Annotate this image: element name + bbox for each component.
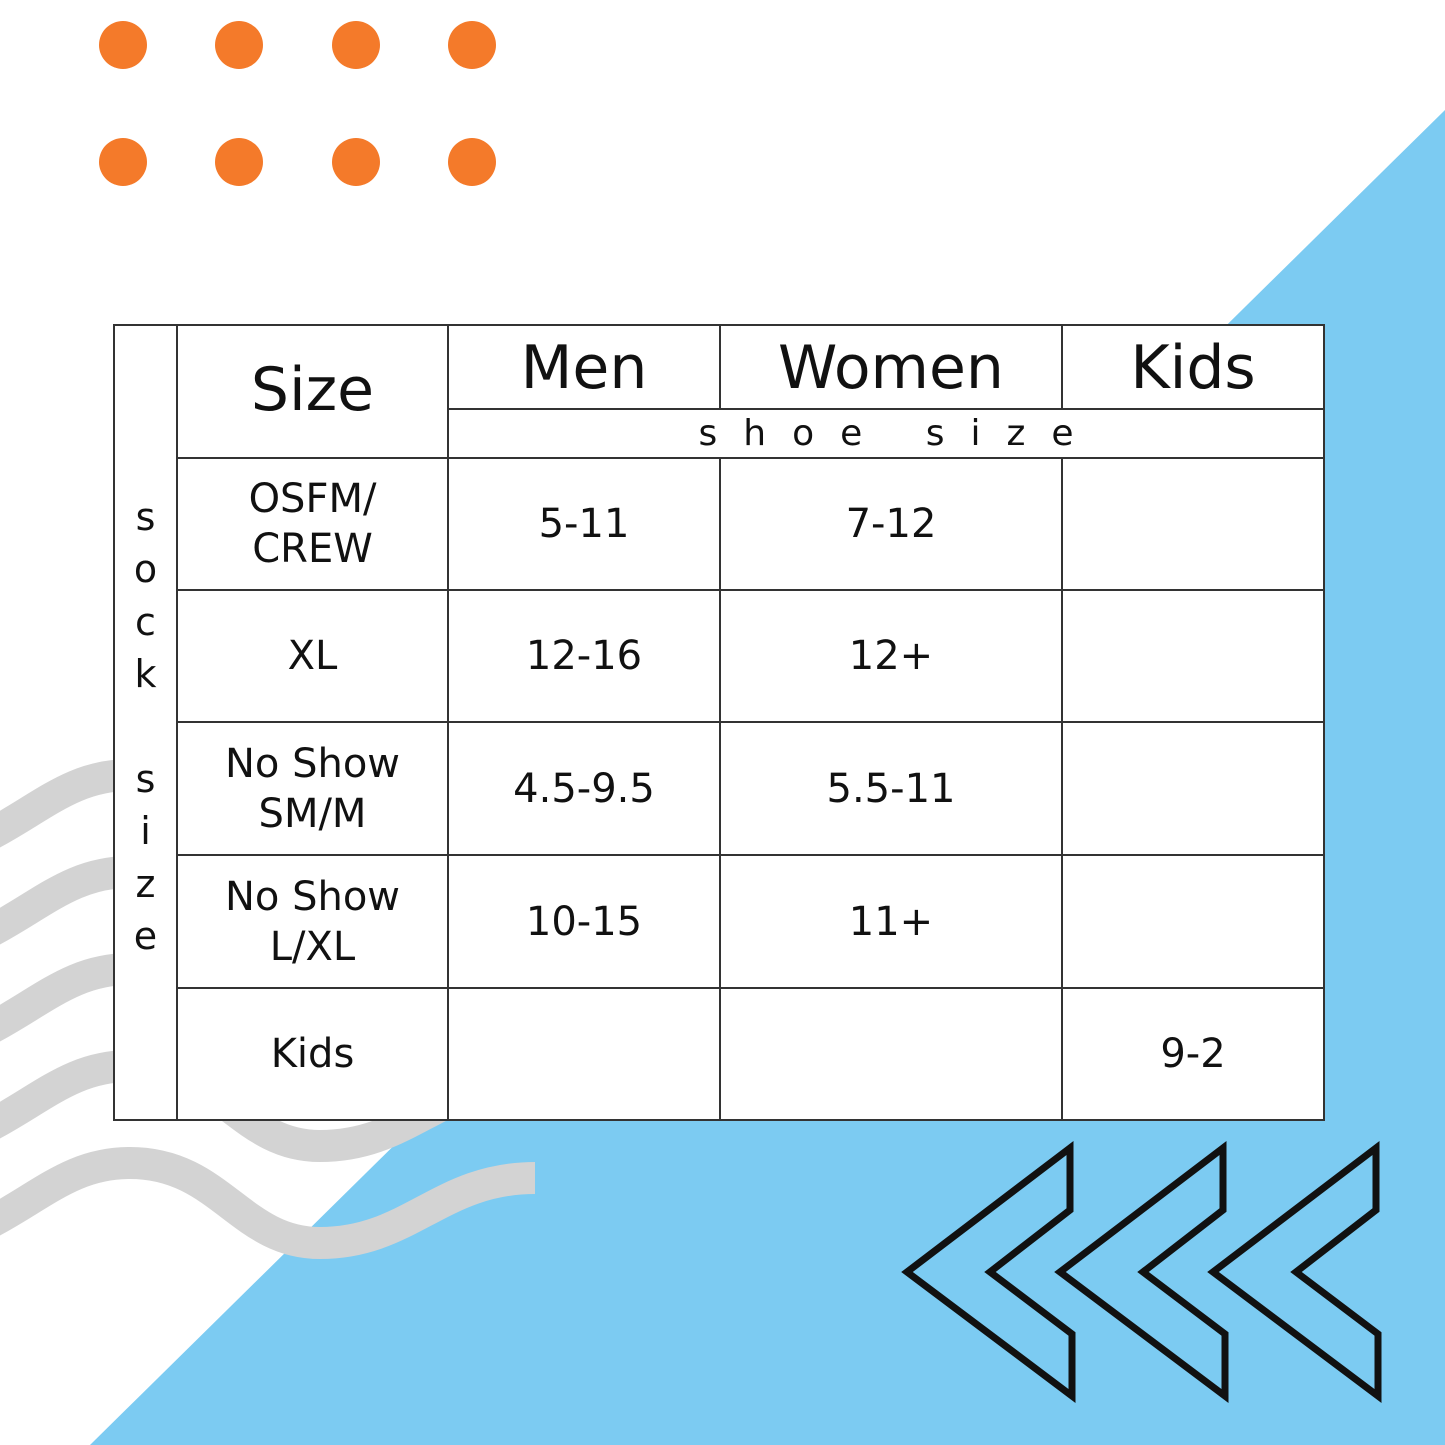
chevrons xyxy=(901,1140,1382,1404)
table-cell-men-text: 4.5-9.5 xyxy=(513,765,655,812)
table-cell-size: XL xyxy=(176,589,449,723)
orange-dot xyxy=(215,21,263,69)
header-size-text: Size xyxy=(250,355,375,425)
table-cell-women: 11+ xyxy=(719,854,1063,989)
table-cell-women-text: 5.5-11 xyxy=(826,765,956,812)
chevron-left-icon xyxy=(901,1140,1076,1404)
table-cell-women-text: 12+ xyxy=(848,633,934,679)
header-size: Size xyxy=(176,324,449,459)
orange-dot xyxy=(99,138,147,186)
table-cell-kids-text: 9-2 xyxy=(1160,1031,1226,1077)
table-cell-size-text: No Show L/XL xyxy=(224,873,401,970)
header-kids: Kids xyxy=(1061,324,1325,410)
table-cell-men-text: 10-15 xyxy=(525,898,643,945)
orange-dot xyxy=(332,21,380,69)
side-label-letter: s xyxy=(135,495,156,539)
table-cell-men: 12-16 xyxy=(447,589,721,723)
table-cell-kids: 9-2 xyxy=(1061,987,1325,1121)
table-cell-men: 4.5-9.5 xyxy=(447,721,721,856)
table-cell-men: 5-11 xyxy=(447,457,721,591)
table-cell-kids xyxy=(1061,589,1325,723)
orange-dot xyxy=(448,21,496,69)
header-men: Men xyxy=(447,324,721,410)
orange-dot xyxy=(99,21,147,69)
table-cell-women-text: 7-12 xyxy=(845,501,937,547)
side-label-letter: s xyxy=(135,756,156,801)
table-cell-men-text: 5-11 xyxy=(538,501,630,547)
table-cell-size: No Show L/XL xyxy=(176,854,449,989)
header-shoe-size-text: shoe size xyxy=(698,413,1100,454)
side-label-letter: i xyxy=(140,809,151,854)
table-cell-men: 10-15 xyxy=(447,854,721,989)
table-cell-size-text: Kids xyxy=(270,1031,355,1077)
table-cell-size: Kids xyxy=(176,987,449,1121)
side-label-letter: z xyxy=(135,861,156,906)
orange-dots xyxy=(99,21,496,186)
header-shoe-size: shoe size xyxy=(447,408,1325,459)
header-men-text: Men xyxy=(520,333,648,403)
side-label-letter: o xyxy=(133,547,158,592)
table-cell-women-text: 11+ xyxy=(848,898,934,945)
table-cell-size-text: No Show SM/M xyxy=(224,740,401,837)
table-cell-women: 5.5-11 xyxy=(719,721,1063,856)
table-cell-size: OSFM/ CREW xyxy=(176,457,449,591)
table-cell-kids xyxy=(1061,721,1325,856)
table-cell-size-text: OSFM/ CREW xyxy=(248,476,377,572)
side-label-letter: c xyxy=(135,599,156,644)
orange-dot xyxy=(332,138,380,186)
table-cell-women xyxy=(719,987,1063,1121)
table-cell-kids xyxy=(1061,457,1325,591)
table-cell-size: No Show SM/M xyxy=(176,721,449,856)
chevron-left-icon xyxy=(1207,1140,1382,1404)
orange-dot xyxy=(215,138,263,186)
table-cell-women: 7-12 xyxy=(719,457,1063,591)
table-cell-men xyxy=(447,987,721,1121)
chevron-left-icon xyxy=(1054,1140,1229,1404)
side-label-letter: e xyxy=(133,914,158,959)
side-label-letter: k xyxy=(134,652,157,697)
header-kids-text: Kids xyxy=(1130,333,1256,403)
header-women: Women xyxy=(719,324,1063,410)
table-cell-size-text: XL xyxy=(287,633,338,679)
header-women-text: Women xyxy=(778,333,1004,403)
table-cell-men-text: 12-16 xyxy=(525,633,643,679)
table-cell-kids xyxy=(1061,854,1325,989)
wave-line xyxy=(0,1146,536,1260)
orange-dot xyxy=(448,138,496,186)
table-cell-women: 12+ xyxy=(719,589,1063,723)
